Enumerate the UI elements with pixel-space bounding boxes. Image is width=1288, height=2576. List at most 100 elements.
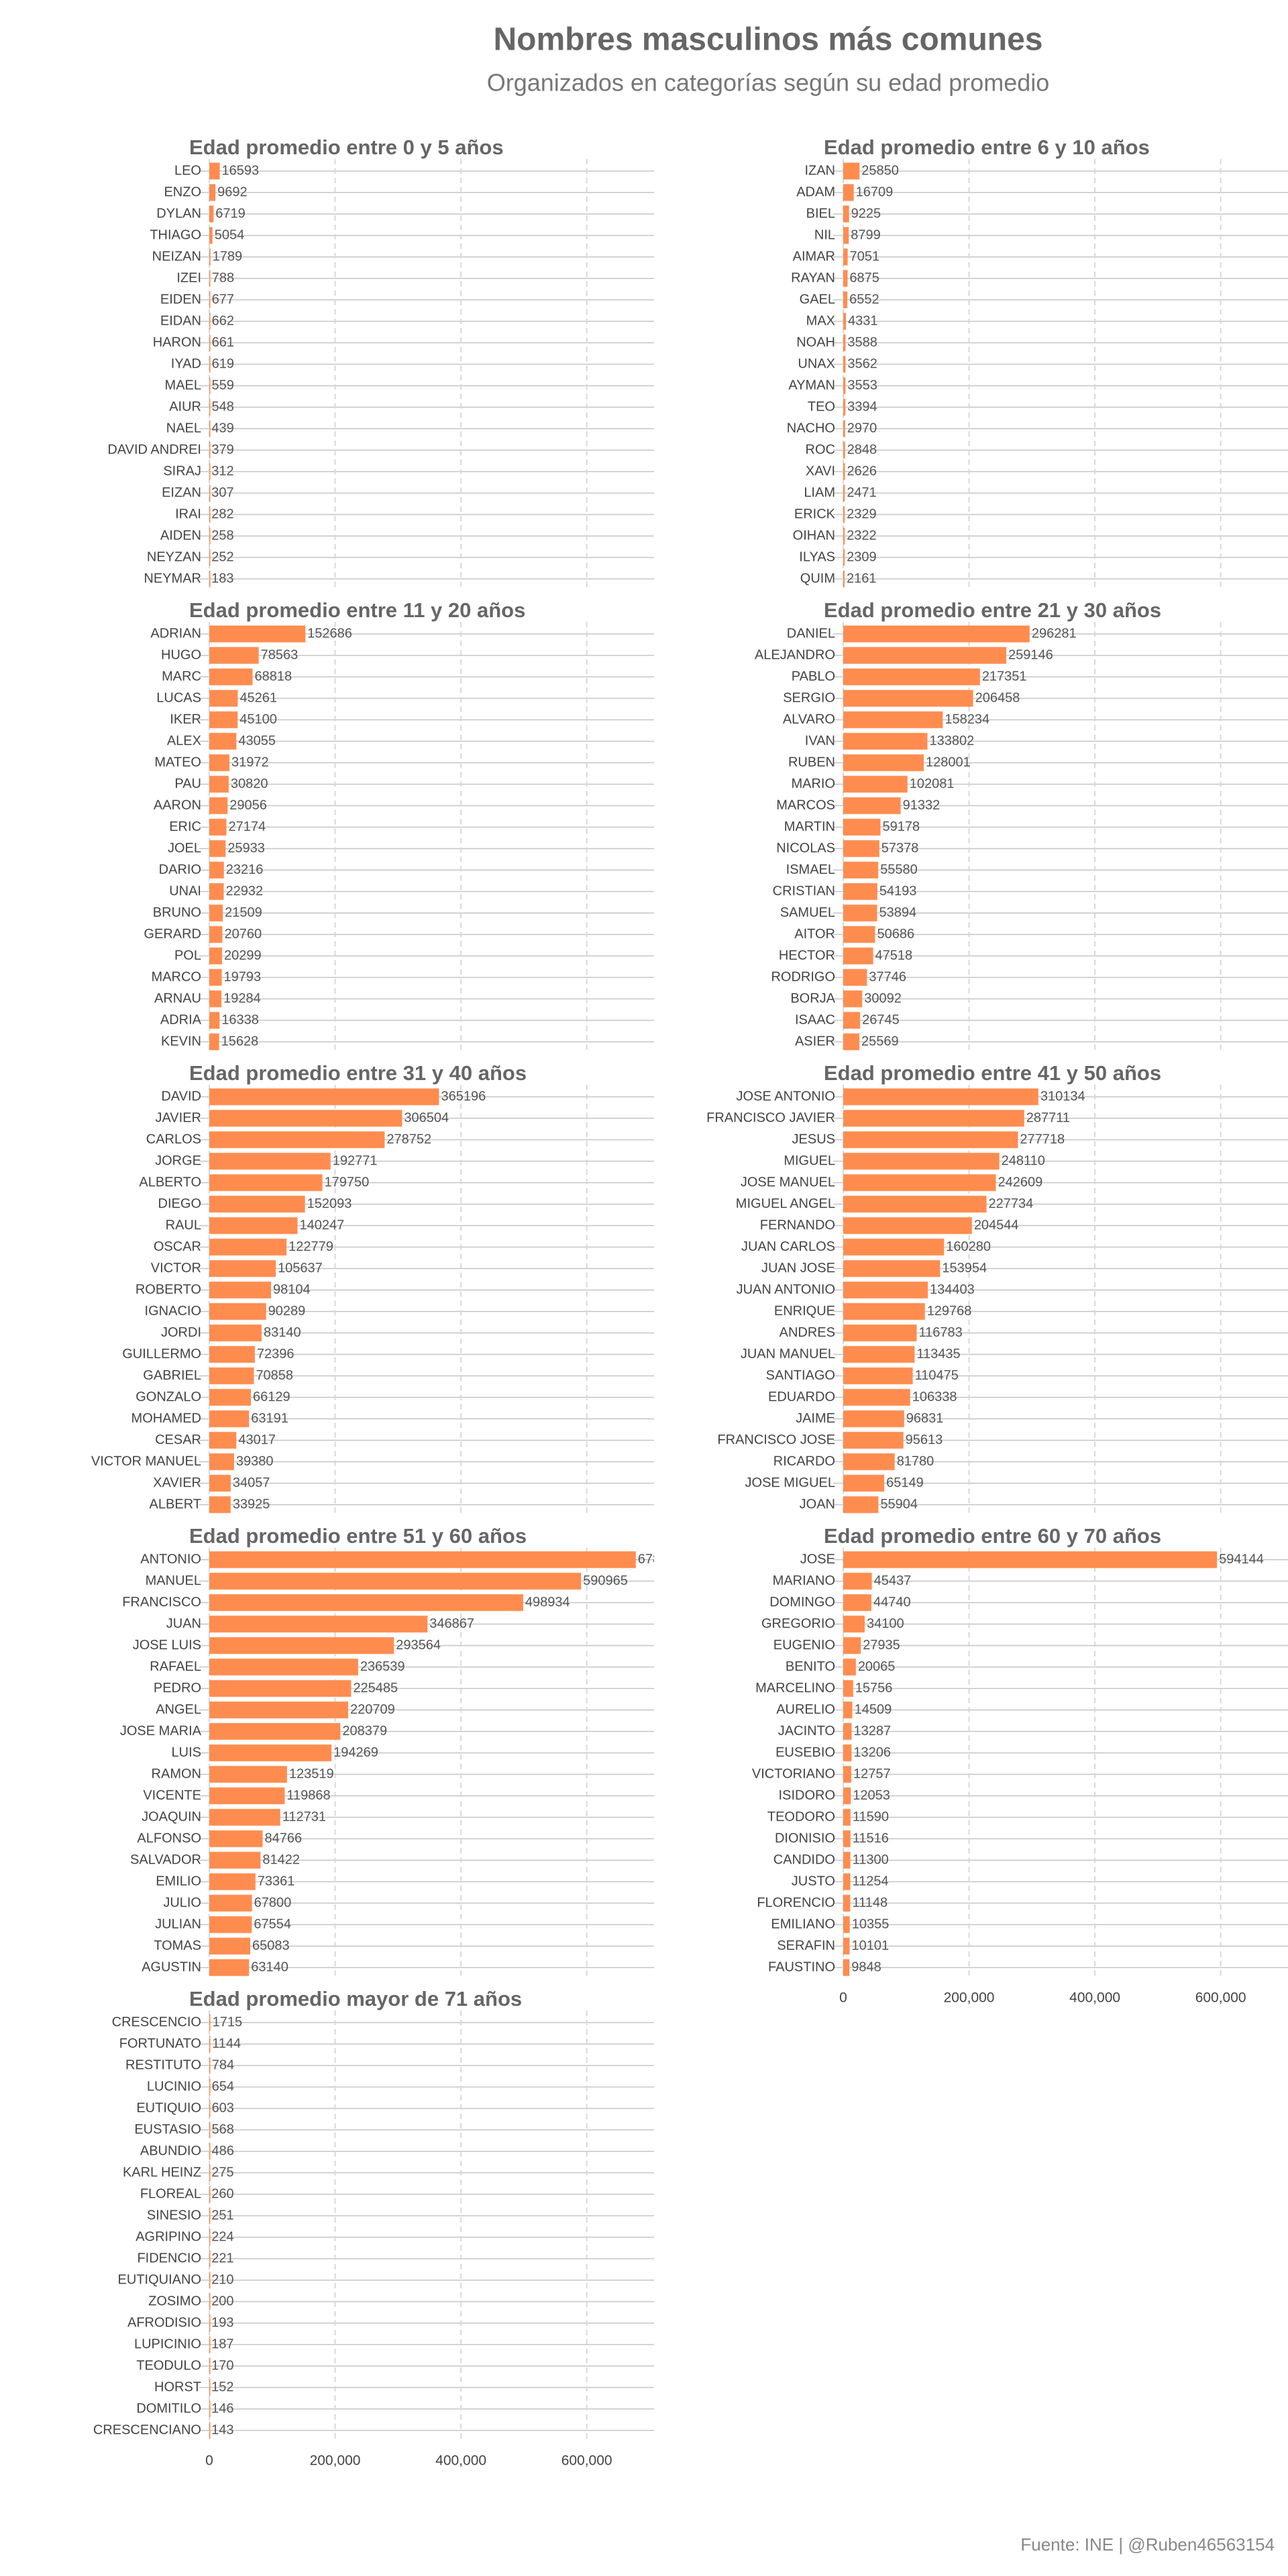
bar (209, 1110, 402, 1127)
value-label: 67800 (254, 1895, 292, 1910)
value-label: 2471 (847, 485, 877, 500)
category-label: IZAN (804, 163, 835, 178)
value-label: 143 (211, 2422, 233, 2437)
value-label: 129768 (927, 1303, 972, 1318)
bar (843, 1637, 861, 1654)
value-label: 2626 (847, 464, 877, 478)
bar (209, 2379, 211, 2396)
value-label: 65149 (886, 1475, 924, 1490)
category-label: EMILIANO (771, 1917, 835, 1931)
category-label: AIUR (169, 399, 201, 414)
category-label: VICTOR (151, 1260, 201, 1275)
value-label: 1789 (213, 249, 243, 264)
category-label: DIONISIO (775, 1831, 835, 1845)
value-label: 13206 (853, 1745, 891, 1760)
value-label: 15628 (221, 1034, 259, 1049)
bar (209, 818, 227, 836)
bar (843, 506, 845, 523)
x-tick-label: 0 (205, 2453, 213, 2469)
category-label: ANGEL (156, 1702, 201, 1717)
bar (843, 1787, 851, 1805)
bar (209, 1594, 523, 1611)
panel-title: Edad promedio mayor de 71 años (189, 1987, 522, 2010)
value-label: 312 (211, 464, 233, 478)
source: Fuente: INE | @Ruben46563154 (1020, 2534, 1275, 2555)
panel: Edad promedio entre 21 y 30 años 296281 25… (755, 598, 1288, 1054)
panel-title: Edad promedio entre 21 y 30 años (824, 598, 1161, 622)
bar (843, 162, 860, 180)
category-label: JOSE MIGUEL (745, 1475, 835, 1490)
category-label: LUIS (172, 1745, 201, 1760)
value-label: 9225 (851, 206, 881, 221)
value-label: 63191 (251, 1411, 288, 1426)
bar (843, 1701, 853, 1719)
value-label: 43055 (238, 733, 276, 748)
value-label: 208379 (342, 1723, 387, 1738)
category-label: CANDIDO (773, 1852, 835, 1867)
category-label: MANUEL (146, 1573, 201, 1588)
x-tick-label: 600,000 (1195, 1990, 1246, 2006)
bar (843, 1744, 852, 1762)
value-label: 179750 (325, 1175, 370, 1189)
category-label: ERIC (169, 819, 201, 834)
category-label: FAUSTINO (768, 1960, 835, 1974)
bar (843, 883, 877, 900)
category-label: BENITO (786, 1659, 835, 1674)
value-label: 152093 (307, 1196, 352, 1211)
value-label: 45437 (874, 1573, 912, 1588)
value-label: 3588 (847, 335, 877, 350)
category-label: CESAR (155, 1432, 201, 1447)
value-label: 43017 (238, 1432, 276, 1447)
bar (843, 1033, 859, 1051)
bar (843, 1830, 851, 1847)
bar (843, 313, 847, 330)
category-label: MIGUEL ANGEL (736, 1196, 835, 1211)
value-label: 2970 (847, 421, 877, 435)
category-label: ARNAU (154, 991, 201, 1006)
value-label: 260 (211, 2186, 233, 2201)
category-label: MARIO (791, 776, 835, 791)
category-label: XAVIER (153, 1475, 201, 1490)
bar (209, 1615, 428, 1633)
value-label: 37746 (869, 969, 906, 984)
category-label: MAX (806, 313, 835, 328)
category-label: DAVID ANDREI (107, 442, 201, 457)
bar (843, 1152, 1000, 1170)
bar (209, 484, 211, 502)
value-label: 9848 (851, 1960, 881, 1974)
value-label: 559 (212, 378, 234, 392)
value-label: 50686 (877, 926, 915, 941)
bar (843, 754, 924, 771)
value-label: 200 (211, 2294, 233, 2308)
bar (843, 398, 846, 416)
bar (843, 1432, 904, 1449)
category-label: PAU (174, 776, 201, 791)
value-label: 29056 (229, 798, 267, 812)
bar (209, 205, 214, 223)
value-label: 34057 (233, 1475, 270, 1490)
bar (843, 818, 881, 836)
bar (843, 1894, 851, 1912)
bar (209, 549, 211, 566)
category-label: CRISTIAN (773, 883, 835, 898)
value-label: 619 (212, 356, 234, 371)
value-label: 160280 (946, 1239, 991, 1254)
bar (843, 904, 877, 922)
category-label: EMILIO (156, 1874, 201, 1888)
bar (209, 334, 211, 352)
value-label: 677 (212, 292, 234, 307)
bar (843, 1260, 941, 1277)
value-label: 20065 (858, 1659, 896, 1674)
value-label: 183 (211, 571, 233, 586)
category-label: SERAFIN (777, 1938, 835, 1953)
bar (209, 2250, 211, 2267)
value-label: 66129 (253, 1389, 290, 1404)
panel: Edad promedio entre 11 y 20 años 152686 78… (144, 598, 654, 1054)
chart-title: Nombres masculinos más comunes (494, 22, 1043, 58)
category-label: JORDI (161, 1325, 201, 1340)
bar (209, 904, 223, 922)
bars: 310134 287711 277718 248110 242609 227734 2045… (843, 1088, 1085, 1513)
value-label: 16709 (856, 184, 894, 199)
category-label: PABLO (792, 669, 835, 684)
bar (843, 1873, 851, 1890)
